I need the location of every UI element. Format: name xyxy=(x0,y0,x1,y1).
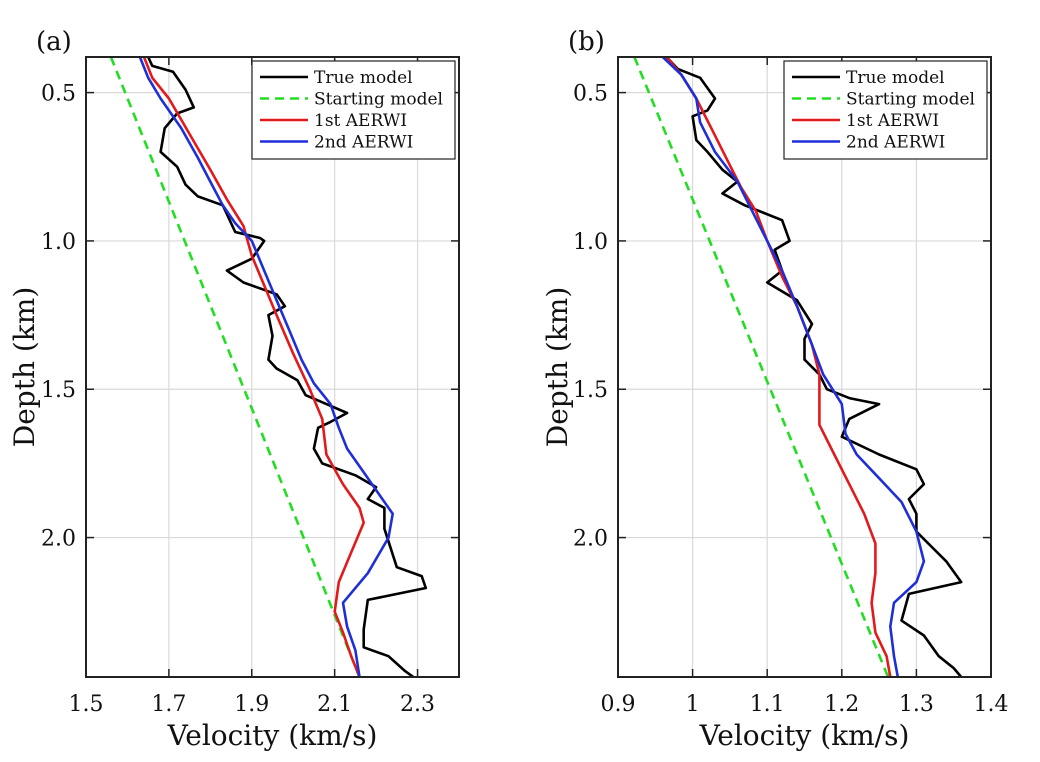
legend-entry: True model xyxy=(846,68,945,88)
x-tick-label: 1.9 xyxy=(234,692,269,717)
series-line-starting-model xyxy=(109,57,361,677)
chart-panel-a: 1.5 1.7 1.9 2.1 2.3 0.5 1.0 1.5 2.0 Velocity (km/… xyxy=(8,27,460,752)
series-line-2nd-aerwi xyxy=(138,57,395,677)
legend-entry: Starting model xyxy=(314,90,443,110)
axes-frame xyxy=(85,56,460,678)
y-tick-label: 1.5 xyxy=(41,378,76,403)
x-tick-label: 1.3 xyxy=(899,692,934,717)
x-tick-label: 0.9 xyxy=(601,692,636,717)
series-line-1st-aerwi xyxy=(665,57,892,677)
y-tick-label: 0.5 xyxy=(573,82,608,107)
legend-entry: Starting model xyxy=(846,90,975,110)
y-tick-label: 2.0 xyxy=(41,527,76,552)
y-tick-label: 1.5 xyxy=(573,378,608,403)
x-tick-label: 1.2 xyxy=(824,692,859,717)
y-tick-label: 1.0 xyxy=(41,230,76,255)
y-tick-label: 1.0 xyxy=(573,230,608,255)
series-line-2nd-aerwi xyxy=(661,57,926,677)
legend-entry: True model xyxy=(314,68,413,88)
plot-area xyxy=(86,57,459,677)
legend-entry: 1st AERWI xyxy=(846,111,939,131)
legend-entry: 1st AERWI xyxy=(314,111,407,131)
chart-panel-b: 0.9 1 1.1 1.2 1.3 1.4 0.5 1.0 1.5 2.0 Velocity (km… xyxy=(541,27,1009,752)
legend-entry: 2nd AERWI xyxy=(314,133,413,153)
series-line-true-model xyxy=(147,57,428,677)
series-group xyxy=(109,57,428,677)
series-line-starting-model xyxy=(633,57,890,677)
legend-entry: 2nd AERWI xyxy=(846,133,945,153)
plot-area xyxy=(618,57,991,677)
y-axis-label: Depth (km) xyxy=(8,287,41,448)
x-tick-label: 1.7 xyxy=(151,692,186,717)
y-axis-label: Depth (km) xyxy=(541,287,574,448)
y-tick-label: 2.0 xyxy=(573,527,608,552)
x-tick-label: 2.3 xyxy=(400,692,435,717)
panel-label: (b) xyxy=(568,27,605,57)
x-tick-label: 1.5 xyxy=(69,692,104,717)
x-tick-label: 1.1 xyxy=(750,692,785,717)
x-tick-label: 1 xyxy=(686,692,700,717)
panel-label: (a) xyxy=(36,27,72,57)
axes-frame xyxy=(617,56,992,678)
x-tick-label: 1.4 xyxy=(974,692,1009,717)
x-axis-label: Velocity (km/s) xyxy=(699,719,910,752)
series-line-1st-aerwi xyxy=(142,57,366,677)
y-tick-label: 0.5 xyxy=(41,82,76,107)
series-group xyxy=(633,57,963,677)
x-axis-label: Velocity (km/s) xyxy=(167,719,378,752)
x-tick-label: 2.1 xyxy=(317,692,352,717)
series-line-true-model xyxy=(665,57,963,677)
